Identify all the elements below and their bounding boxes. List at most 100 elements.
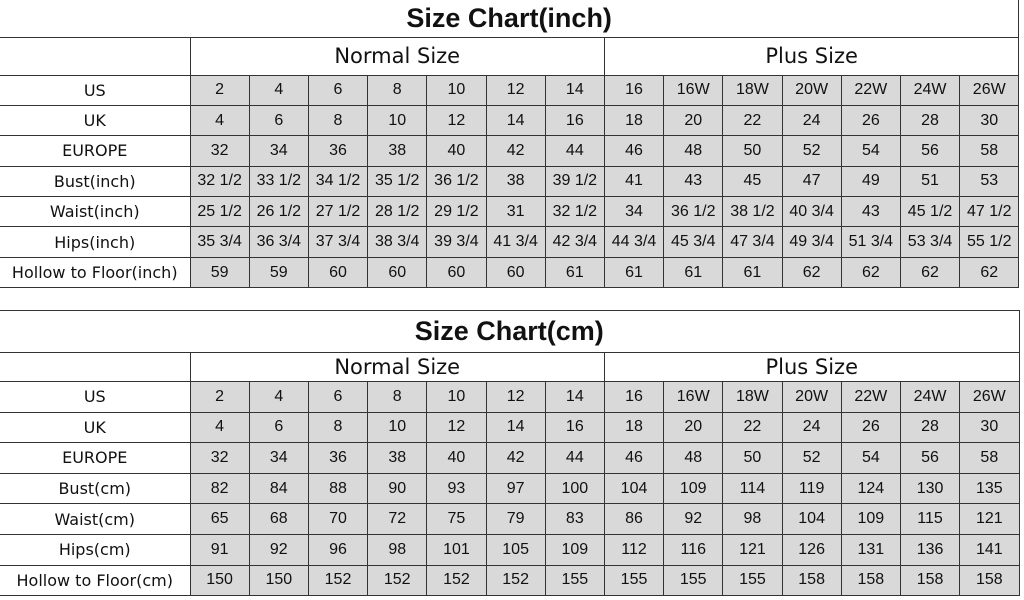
row-label: Bust(inch) [0,165,191,198]
table-cell: 14 [544,381,605,413]
table-cell: 121 [722,533,783,566]
table-cell: 36 1/2 [426,165,487,198]
table-cell: 97 [485,472,546,505]
table-cell: 40 [426,135,487,167]
table-cell: 83 [544,503,605,535]
table-cell: 101 [426,533,487,566]
table-cell: 141 [959,533,1020,566]
table-cell: 150 [189,564,250,597]
table-cell: 38 [485,165,546,198]
table-cell: 18W [722,74,783,106]
table-cell: 8 [367,381,428,413]
table-cell: 60 [485,256,546,289]
table-cell: 91 [189,533,250,566]
table-cell: 158 [840,564,901,597]
table-cell: 98 [722,503,783,535]
table-cell: 88 [307,472,369,505]
table-cell: 8 [367,74,428,106]
table-cell: 52 [781,442,842,474]
table-cell: 22W [840,74,901,106]
table-cell: 4 [248,74,309,106]
table-cell: 86 [603,503,665,535]
table-row: Hips(inch) 35 3/4 36 3/4 37 3/4 38 3/4 39 3/4… [0,226,1020,258]
table-cell: 34 1/2 [307,165,369,198]
table-cell: 45 1/2 [899,196,961,228]
table-cell: 70 [307,503,369,535]
table-cell: 20 [663,411,724,444]
table-cell: 84 [248,472,309,505]
table-cell: 46 [603,442,665,474]
table-cell: 10 [367,411,428,444]
row-label: Waist(inch) [0,196,191,228]
table-cell: 47 3/4 [722,226,783,258]
table-cell: 4 [248,381,309,413]
table-cell: 28 1/2 [367,196,428,228]
row-label: Hips(cm) [0,533,191,566]
table-cell: 28 [899,104,961,137]
table-cell: 18 [603,104,665,137]
table-cell: 61 [544,256,605,289]
table-cell: 38 [367,135,428,167]
table-cell: 53 [959,165,1020,198]
table-cell: 6 [248,104,309,137]
table-row: UK 4 6 8 10 12 14 16 18 20 22 24 26 28 30 [0,104,1020,137]
table-cell: 16 [544,104,605,137]
table-cell: 152 [485,564,546,597]
table-cell: 61 [663,256,724,289]
table-cell: 4 [189,104,250,137]
chart-title: Size Chart(cm) [0,310,1020,353]
table-cell: 126 [781,533,842,566]
table-cell: 24 [781,104,842,137]
table-cell: 20W [781,381,842,413]
table-cell: 109 [840,503,901,535]
table-cell: 10 [426,381,487,413]
table-cell: 16W [663,381,724,413]
table-row: US 2 4 6 8 10 12 14 16 16W 18W 20W 22W 24W 26W [0,381,1020,413]
table-cell: 30 [959,104,1020,137]
table-cell: 8 [307,104,369,137]
table-cell: 28 [899,411,961,444]
table-row: EUROPE 32 34 36 38 40 42 44 46 48 50 52 54 56 58 [0,135,1020,167]
table-cell: 22W [840,381,901,413]
table-cell: 72 [367,503,428,535]
table-cell: 14 [544,74,605,106]
table-cell: 32 [189,442,250,474]
table-cell: 60 [307,256,369,289]
table-cell: 52 [781,135,842,167]
table-cell: 32 [189,135,250,167]
table-cell: 38 1/2 [722,196,783,228]
group-header-normal: Normal Size [189,352,605,382]
table-cell: 124 [840,472,901,505]
table-cell: 96 [307,533,369,566]
group-header-plus: Plus Size [603,352,1020,382]
table-cell: 105 [485,533,546,566]
group-header-normal: Normal Size [189,36,605,76]
table-cell: 65 [189,503,250,535]
table-cell: 100 [544,472,605,505]
table-cell: 62 [899,256,961,289]
table-row: US 2 4 6 8 10 12 14 16 16W 18W 20W 22W 24W 26W [0,74,1020,106]
table-cell: 24W [899,74,961,106]
table-cell: 45 [722,165,783,198]
table-cell: 112 [603,533,665,566]
table-cell: 35 3/4 [189,226,250,258]
table-row: Waist(cm) 65 68 70 72 75 79 83 86 92 98 104 109 115 12… [0,503,1020,535]
row-label: EUROPE [0,442,191,474]
table-cell: 109 [544,533,605,566]
table-cell: 158 [781,564,842,597]
table-cell: 61 [722,256,783,289]
table-cell: 8 [307,411,369,444]
row-label: Waist(cm) [0,503,191,535]
table-cell: 38 3/4 [367,226,428,258]
table-cell: 54 [840,442,901,474]
table-cell: 62 [959,256,1020,289]
table-cell: 79 [485,503,546,535]
table-cell: 37 3/4 [307,226,369,258]
table-cell: 53 3/4 [899,226,961,258]
table-cell: 47 [781,165,842,198]
table-cell: 24 [781,411,842,444]
table-cell: 34 [248,442,309,474]
table-cell: 6 [307,74,369,106]
table-cell: 50 [722,135,783,167]
size-table: Size Chart(inch) Normal Size Plus Size US 2 4… [0,0,1020,289]
